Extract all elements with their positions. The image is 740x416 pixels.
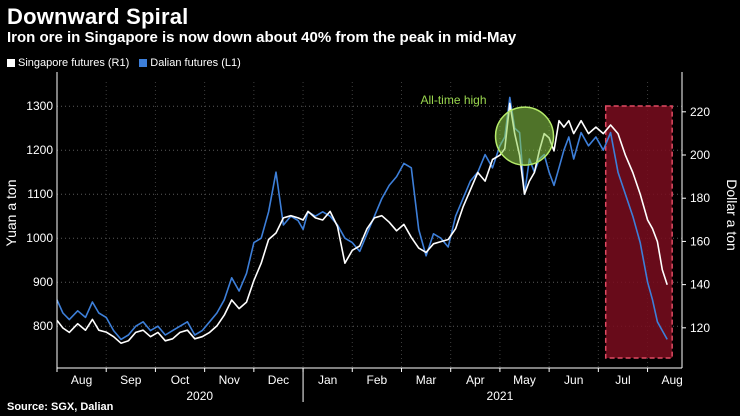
y-tick-right: 140 bbox=[690, 278, 710, 292]
x-tick-label: Feb bbox=[367, 373, 388, 387]
y-tick-right: 120 bbox=[690, 321, 710, 335]
y-tick-left: 800 bbox=[33, 319, 53, 333]
x-tick-label: Aug bbox=[661, 373, 682, 387]
series-lines bbox=[56, 96, 668, 345]
x-tick-label: Mar bbox=[416, 373, 437, 387]
y-axis-title-left: Yuan a ton bbox=[3, 180, 19, 247]
x-tick-label: Jul bbox=[615, 373, 630, 387]
chart-title: Downward Spiral bbox=[7, 4, 189, 29]
x-year-label: 2020 bbox=[186, 389, 213, 403]
y-tick-right: 180 bbox=[690, 191, 710, 205]
source-note: Source: SGX, Dalian bbox=[7, 401, 114, 413]
x-tick-label: Sep bbox=[120, 373, 142, 387]
all-time-high-circle bbox=[494, 106, 555, 166]
y-tick-left: 1300 bbox=[26, 99, 53, 113]
x-tick-label: Jan bbox=[318, 373, 337, 387]
legend-label-singapore: Singapore futures (R1) bbox=[18, 57, 130, 69]
grid-lines bbox=[56, 82, 682, 368]
x-tick-label: Apr bbox=[466, 373, 485, 387]
legend-item-dalian: Dalian futures (L1) bbox=[139, 57, 241, 69]
y-tick-left: 1000 bbox=[26, 231, 53, 245]
all-time-high-label: All-time high bbox=[420, 93, 486, 107]
highlight-layer bbox=[604, 105, 673, 359]
legend-label-dalian: Dalian futures (L1) bbox=[150, 57, 241, 69]
axes: 800 900 1000 1100 1200 1300 120 140 160 180 200 220… bbox=[3, 72, 740, 403]
y-axis-title-right: Dollar a ton bbox=[724, 179, 740, 251]
x-tick-label: Oct bbox=[171, 373, 190, 387]
series-line-dalian bbox=[56, 96, 668, 341]
x-tick-label: Aug bbox=[71, 373, 92, 387]
y-tick-right: 220 bbox=[690, 105, 710, 119]
x-tick-label: Nov bbox=[219, 373, 240, 387]
legend: Singapore futures (R1) Dalian futures (L… bbox=[7, 57, 241, 69]
annotation-layer: All-time high bbox=[420, 93, 555, 166]
x-tick-label: May bbox=[513, 373, 536, 387]
legend-item-singapore: Singapore futures (R1) bbox=[7, 57, 129, 69]
x-tick-label: Jun bbox=[564, 373, 583, 387]
y-tick-right: 200 bbox=[690, 148, 710, 162]
x-year-label: 2021 bbox=[487, 389, 514, 403]
y-tick-left: 900 bbox=[33, 275, 53, 289]
legend-swatch-dalian bbox=[139, 59, 148, 67]
x-tick-label: Dec bbox=[268, 373, 289, 387]
y-tick-left: 1200 bbox=[26, 143, 53, 157]
y-tick-left: 1100 bbox=[27, 187, 53, 201]
legend-swatch-singapore bbox=[7, 59, 15, 67]
y-tick-right: 160 bbox=[690, 234, 710, 248]
chart-subtitle: Iron ore in Singapore is now down about … bbox=[7, 29, 517, 46]
series-line-singapore bbox=[56, 102, 668, 345]
decline-highlight-box bbox=[604, 105, 673, 359]
